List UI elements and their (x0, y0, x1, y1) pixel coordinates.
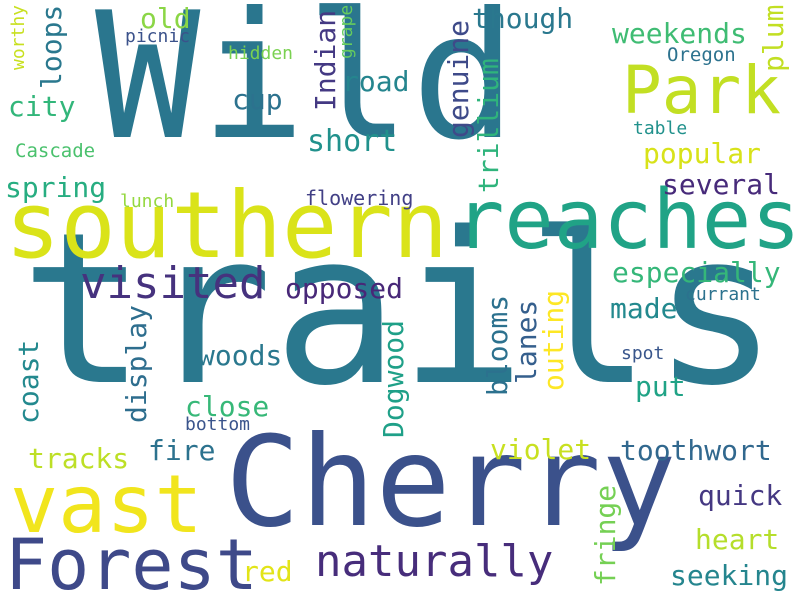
word-violet: violet (490, 433, 592, 466)
word-table: table (633, 118, 688, 139)
word-red: red (242, 555, 293, 588)
word-oregon: Oregon (667, 44, 736, 66)
word-woods: woods (198, 339, 283, 372)
word-park: Park (622, 52, 781, 129)
word-city: city (8, 90, 76, 123)
word-blooms: blooms (481, 294, 514, 396)
word-spring: spring (5, 171, 107, 204)
word-spot: spot (621, 343, 665, 364)
word-worthy: worthy (8, 4, 29, 70)
word-indian: Indian (309, 9, 342, 111)
word-cup: cup (232, 83, 283, 116)
word-weekends: weekends (612, 17, 747, 50)
word-put: put (635, 370, 686, 403)
word-outing: outing (537, 289, 570, 391)
word-lunch: lunch (120, 191, 175, 212)
word-fire: fire (148, 434, 216, 467)
word-toothwort: toothwort (620, 434, 772, 467)
word-genuine: genuine (442, 19, 475, 138)
word-fringe: fringe (589, 484, 622, 586)
word-seeking: seeking (670, 559, 789, 592)
word-dogwood: Dogwood (377, 319, 410, 438)
word-bottom: bottom (185, 414, 251, 435)
word-plum: plum (757, 4, 790, 72)
word-short: short (307, 124, 398, 159)
word-trillium: trillium (472, 58, 505, 193)
word-reaches: reaches (455, 173, 800, 268)
word-road: road (342, 65, 410, 98)
word-cherry: Cherry (225, 410, 677, 555)
word-wild: Wild (95, 0, 517, 179)
word-visited: visited (80, 258, 266, 309)
word-several: several (662, 168, 781, 201)
word-cascade: Cascade (15, 140, 96, 162)
word-old: old (140, 2, 191, 35)
word-heart: heart (695, 523, 780, 556)
word-popular: popular (643, 137, 762, 170)
word-vast: vast (10, 458, 203, 551)
word-opposed: opposed (285, 272, 404, 305)
word-made: made (610, 292, 678, 325)
word-naturally: naturally (315, 536, 554, 587)
word-close: close (185, 390, 270, 423)
word-flowering: flowering (305, 186, 414, 210)
word-forest: Forest (5, 524, 258, 600)
word-coast: coast (12, 339, 45, 424)
word-tracks: tracks (28, 442, 130, 475)
word-picnic: picnic (125, 26, 191, 47)
word-trails: trails (20, 187, 779, 432)
word-loops: loops (35, 4, 68, 89)
word-southern: southern (5, 172, 449, 279)
word-display: display (120, 304, 153, 423)
word-especially: especially (612, 256, 781, 289)
word-though: though (472, 2, 574, 35)
word-hidden: hidden (228, 43, 294, 64)
word-quick: quick (698, 479, 783, 512)
word-currant: currant (685, 284, 761, 305)
